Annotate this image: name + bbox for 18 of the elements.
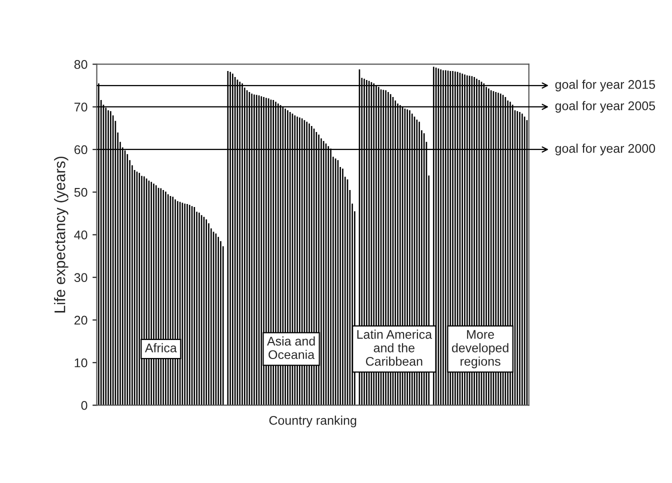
annotation: Asia and Oceania	[266, 336, 315, 360]
y-axis-title: Life expectancy (years)	[54, 156, 68, 312]
annotation: Latin America and the Caribbean	[357, 330, 432, 366]
annotation: Africa	[144, 343, 177, 352]
x-axis-title: Country ranking	[269, 416, 356, 428]
y-tick-label: 60	[74, 145, 88, 154]
y-tick-label: 70	[74, 102, 88, 112]
ref-line-label: goal for year 2000	[555, 144, 656, 156]
y-tick-label: 40	[74, 230, 88, 240]
y-tick-label: 30	[74, 273, 88, 282]
y-tick-label: 20	[74, 316, 88, 325]
y-tick-label: 10	[74, 358, 88, 368]
ref-line-label: goal for year 2015	[555, 80, 656, 92]
y-tick-label: 80	[74, 60, 88, 69]
annotation: More developed regions	[452, 330, 508, 368]
y-tick-label: 0	[81, 401, 88, 410]
y-tick-label: 50	[74, 188, 88, 197]
ref-line-label: goal for year 2005	[555, 101, 656, 113]
